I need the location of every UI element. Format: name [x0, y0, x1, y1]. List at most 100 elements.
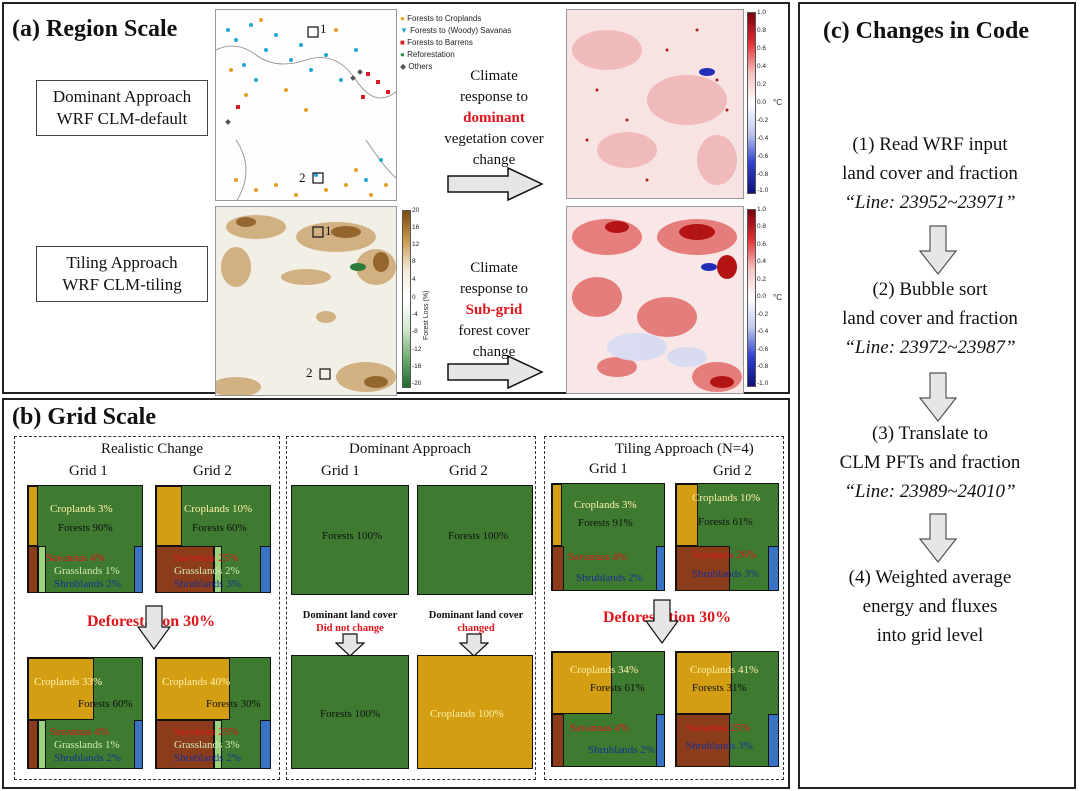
region-marker-2-tiling: 2	[306, 365, 313, 380]
croplands-label: Croplands 34%	[570, 664, 639, 676]
shrubland-fraction	[260, 720, 270, 768]
step1-line2: land cover and fraction	[842, 163, 1018, 184]
forests-label: Forests 60%	[78, 698, 133, 710]
tiling-approach-label: Tiling Approach WRF CLM-tiling	[36, 246, 208, 302]
temperature-response-tiling-shading	[567, 207, 743, 393]
note-line1: Dominant land cover	[428, 610, 524, 621]
realistic-change-title: Realistic Change	[101, 441, 204, 457]
temp-tick: -0.2	[757, 117, 769, 124]
climate-response-dominant-text: Climate response to dominant vegetation …	[444, 66, 544, 171]
down-arrow-icon	[137, 605, 171, 651]
temp-tick: 0.2	[757, 81, 767, 88]
shrublands-label: Shrublands 2%	[54, 578, 121, 590]
land-cover-legend: ● Forests to Croplands ▼ Forests to (Woo…	[400, 14, 560, 94]
forest-loss-map: 1 2	[215, 206, 397, 396]
dominant-grid2-after: Croplands 100%	[417, 655, 533, 769]
note-line2: Did not change	[316, 623, 384, 634]
dominant-grid1-label: Grid 1	[321, 463, 360, 479]
realistic-grid2-after: Croplands 40% Forests 30% Savannas 25% G…	[155, 657, 271, 769]
legend-forests-to-savanas: ▼ Forests to (Woody) Savanas	[400, 26, 511, 35]
savanna-fraction	[28, 546, 38, 592]
panel-b-title: (b) Grid Scale	[12, 404, 156, 430]
grasslands-label: Grasslands 3%	[174, 739, 240, 751]
temp-tick: 0.6	[757, 45, 767, 52]
cropland-fraction	[28, 486, 38, 546]
realistic-change-panel: Realistic Change Grid 1 Grid 2 Croplands…	[14, 436, 280, 780]
forest-loss-tick: 20	[412, 207, 420, 214]
tiling-grid1-label: Grid 1	[589, 461, 628, 477]
croplands-label: Croplands 10%	[692, 492, 761, 504]
savannas-label: Savannas 25%	[174, 726, 239, 738]
savannas-label: Savannas 4%	[46, 552, 105, 564]
step2-line1: (2) Bubble sort	[872, 279, 988, 300]
shrublands-label: Shrublands 2%	[174, 752, 241, 764]
dominant-note-grid2: Dominant land cover changed	[415, 609, 537, 635]
region-marker-2: 2	[299, 170, 306, 185]
step3-line3: “Line: 23989~24010”	[844, 481, 1016, 502]
temp-tick: 0.2	[757, 276, 767, 283]
forests-label: Forests 100%	[448, 530, 509, 542]
croplands-label: Croplands 33%	[34, 676, 103, 688]
grassland-fraction	[214, 720, 222, 768]
savanna-fraction	[156, 720, 214, 768]
panel-grid-scale: (b) Grid Scale Realistic Change Grid 1 G…	[2, 398, 790, 789]
right-arrow-icon	[447, 355, 544, 389]
step3-line1: (3) Translate to	[871, 423, 989, 444]
down-arrow-icon	[919, 372, 957, 422]
note-line1: Dominant land cover	[302, 610, 398, 621]
temp-unit-label: °C	[773, 98, 782, 107]
shrubland-fraction	[134, 720, 142, 768]
realistic-grid1-before: Croplands 3% Forests 90% Savannas 4% Gra…	[27, 485, 143, 593]
panel-a-title: (a) Region Scale	[12, 16, 178, 42]
shrubland-fraction	[768, 714, 778, 766]
legend-savanas-marker-icon: ▼	[400, 26, 408, 35]
savannas-label: Savannas 4%	[50, 726, 109, 738]
code-step-3: (3) Translate to CLM PFTs and fraction “…	[790, 419, 1070, 506]
savannas-label: Savannas 25%	[686, 722, 751, 734]
cropland-fraction	[156, 486, 182, 546]
shrubland-fraction	[656, 546, 664, 590]
temperature-colorbar-bottom-gradient	[747, 209, 756, 387]
forests-label: Forests 61%	[698, 516, 753, 528]
step4-line2: energy and fluxes	[862, 596, 998, 617]
forest-loss-colorbar: 20 16 12 8 4 0 -4 -8 -12 -16 -20 Forest …	[402, 207, 442, 390]
shrublands-label: Shrublands 3%	[692, 568, 759, 580]
down-arrow-icon	[335, 633, 365, 657]
shrubland-fraction	[134, 546, 142, 592]
temp-tick: 0.8	[757, 223, 767, 230]
dominant-approach-title: Dominant Approach	[349, 441, 472, 457]
step4-line3: into grid level	[876, 625, 984, 646]
shrubland-fraction	[768, 546, 778, 590]
grasslands-label: Grasslands 2%	[174, 565, 240, 577]
croplands-label: Croplands 10%	[184, 503, 253, 515]
forests-label: Forests 60%	[192, 522, 247, 534]
forests-label: Forests 31%	[692, 682, 747, 694]
grassland-fraction	[38, 546, 46, 592]
region-marker-1-tiling: 1	[325, 223, 332, 238]
shrublands-label: Shrublands 3%	[174, 578, 241, 590]
dominant-grid2-before: Forests 100%	[417, 485, 533, 595]
arrow2-line4: forest cover	[458, 323, 530, 339]
temp-tick: -0.2	[757, 311, 769, 318]
realistic-grid1-label: Grid 1	[69, 463, 108, 479]
temperature-response-tiling-map	[566, 206, 744, 394]
temp-tick: -0.6	[757, 153, 769, 160]
legend-reforestation-label: Reforestation	[407, 50, 455, 59]
legend-others-marker-icon: ◆	[400, 62, 407, 71]
dominant-grid2-label: Grid 2	[449, 463, 488, 479]
temperature-response-dominant-shading	[567, 10, 743, 198]
forest-loss-shading	[216, 207, 396, 395]
cropland-fraction	[156, 658, 230, 720]
dominant-approach-panel: Dominant Approach Grid 1 Grid 2 Forests …	[286, 436, 536, 780]
temperature-colorbar-bottom: 1.0 0.8 0.6 0.4 0.2 0.0 -0.2 -0.4 -0.6 -…	[747, 206, 787, 395]
land-cover-change-map: 1 2	[215, 9, 397, 201]
code-step-1: (1) Read WRF input land cover and fracti…	[790, 130, 1070, 217]
savanna-fraction	[552, 546, 564, 590]
step1-line1: (1) Read WRF input	[852, 134, 1008, 155]
dominant-grid1-before: Forests 100%	[291, 485, 409, 595]
tiling-grid1-before: Croplands 3% Forests 91% Savannas 4% Shr…	[551, 483, 665, 591]
forest-loss-tick: -4	[412, 311, 418, 318]
shrubland-fraction	[656, 714, 664, 766]
temperature-colorbar-top-gradient	[747, 12, 756, 194]
cropland-fraction	[676, 652, 732, 714]
